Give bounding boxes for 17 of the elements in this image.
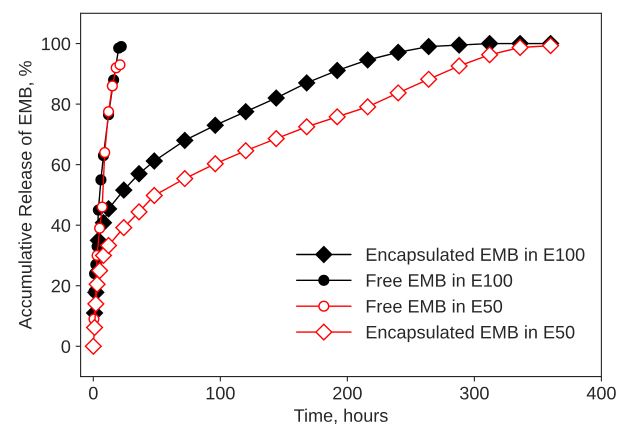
x-tick-label: 200 xyxy=(333,386,362,400)
y-tick-label: 20 xyxy=(52,280,70,292)
y-tick-label: 40 xyxy=(51,219,70,232)
legend-label: Free EMB in E100 xyxy=(366,274,512,287)
legend-label: Free EMB in E50 xyxy=(366,299,502,313)
x-tick-label: 0 xyxy=(88,386,98,400)
x-tick-label: 300 xyxy=(460,386,489,400)
legend-label: Encapsulated EMB in E50 xyxy=(366,325,574,342)
y-tick-label: 100 xyxy=(42,37,70,50)
y-tick-label: 80 xyxy=(52,98,70,111)
y-tick-label: 0 xyxy=(62,340,70,353)
x-tick-label: 100 xyxy=(206,386,235,400)
y-tick-label: 60 xyxy=(52,158,70,172)
x-tick-label: 400 xyxy=(586,386,616,400)
legend-label: Encapsulated EMB in E100 xyxy=(366,248,584,265)
y-axis-title: Accumulative Release of EMB, % xyxy=(18,61,34,330)
x-axis-title: Time, hours xyxy=(294,408,388,424)
